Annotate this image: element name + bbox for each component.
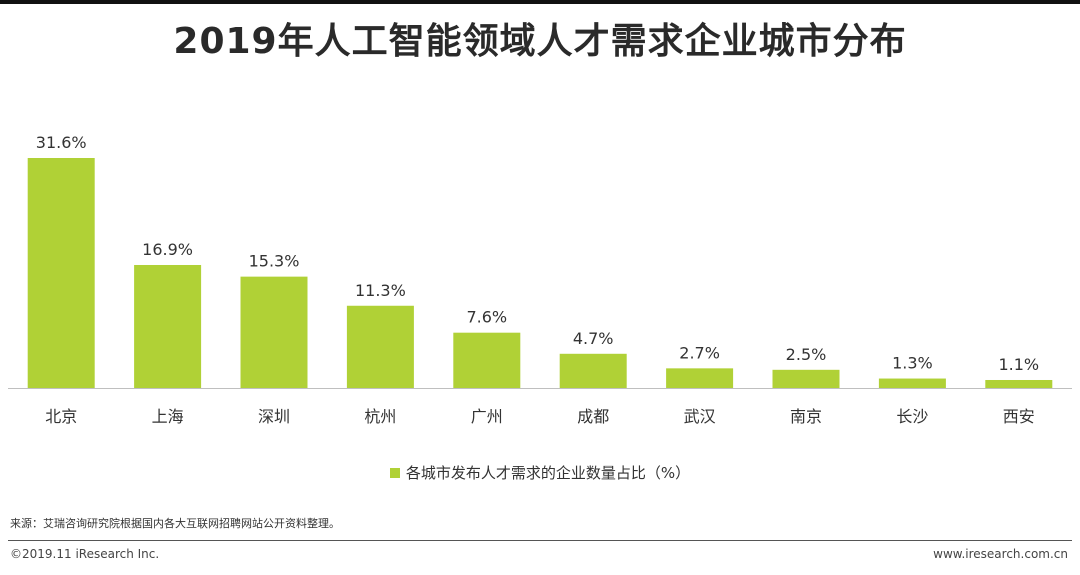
value-label-0: 31.6% bbox=[36, 133, 87, 152]
website-link[interactable]: www.iresearch.com.cn bbox=[933, 547, 1068, 561]
chart-title: 2019年人工智能领域人才需求企业城市分布 bbox=[173, 21, 907, 62]
bar-9 bbox=[985, 379, 1053, 388]
bar-5 bbox=[559, 353, 627, 388]
legend-swatch bbox=[389, 467, 400, 478]
category-labels-group: 北京 上海 深圳 杭州 广州 成都 武汉 南京 长沙 西安 bbox=[45, 407, 1035, 426]
bar-0 bbox=[27, 158, 95, 388]
bar-3 bbox=[346, 305, 414, 388]
value-label-4: 7.6% bbox=[466, 308, 507, 327]
category-label-7: 南京 bbox=[790, 407, 822, 426]
value-label-2: 15.3% bbox=[249, 252, 300, 271]
bar-1 bbox=[134, 264, 202, 388]
category-label-3: 杭州 bbox=[364, 407, 396, 426]
category-label-6: 武汉 bbox=[684, 407, 716, 426]
bar-6 bbox=[666, 368, 734, 388]
value-labels-group: 31.6% 16.9% 15.3% 11.3% 7.6% 4.7% 2.7% 2.5% 1.3%… bbox=[36, 133, 1039, 374]
value-label-3: 11.3% bbox=[355, 281, 406, 300]
top-border bbox=[0, 0, 1080, 4]
value-label-9: 1.1% bbox=[998, 355, 1039, 374]
value-label-8: 1.3% bbox=[892, 354, 933, 373]
bar-8 bbox=[878, 378, 946, 388]
bar-chart: 31.6% 16.9% 15.3% 11.3% 7.6% 4.7% 2.7% 2.5% 1.3%… bbox=[8, 133, 1072, 426]
bar-7 bbox=[772, 369, 840, 388]
category-label-4: 广州 bbox=[471, 407, 503, 426]
category-label-8: 长沙 bbox=[896, 407, 928, 426]
value-label-1: 16.9% bbox=[142, 240, 193, 259]
category-label-5: 成都 bbox=[577, 407, 609, 426]
bar-2 bbox=[240, 276, 308, 388]
category-label-0: 北京 bbox=[45, 407, 77, 426]
legend-label: 各城市发布人才需求的企业数量占比（%） bbox=[405, 464, 691, 482]
value-label-6: 2.7% bbox=[679, 343, 720, 362]
category-label-9: 西安 bbox=[1003, 407, 1035, 426]
legend: 各城市发布人才需求的企业数量占比（%） bbox=[0, 462, 1080, 483]
category-label-1: 上海 bbox=[152, 407, 184, 426]
value-label-5: 4.7% bbox=[573, 329, 614, 348]
bars-group bbox=[27, 158, 1053, 388]
source-note: 来源：艾瑞咨询研究院根据国内各大互联网招聘网站公开资料整理。 bbox=[10, 517, 340, 530]
value-label-7: 2.5% bbox=[786, 345, 827, 364]
footer-divider bbox=[8, 540, 1072, 541]
category-label-2: 深圳 bbox=[258, 407, 290, 426]
copyright-text: ©2019.11 iResearch Inc. bbox=[10, 547, 160, 561]
bar-4 bbox=[453, 332, 521, 388]
